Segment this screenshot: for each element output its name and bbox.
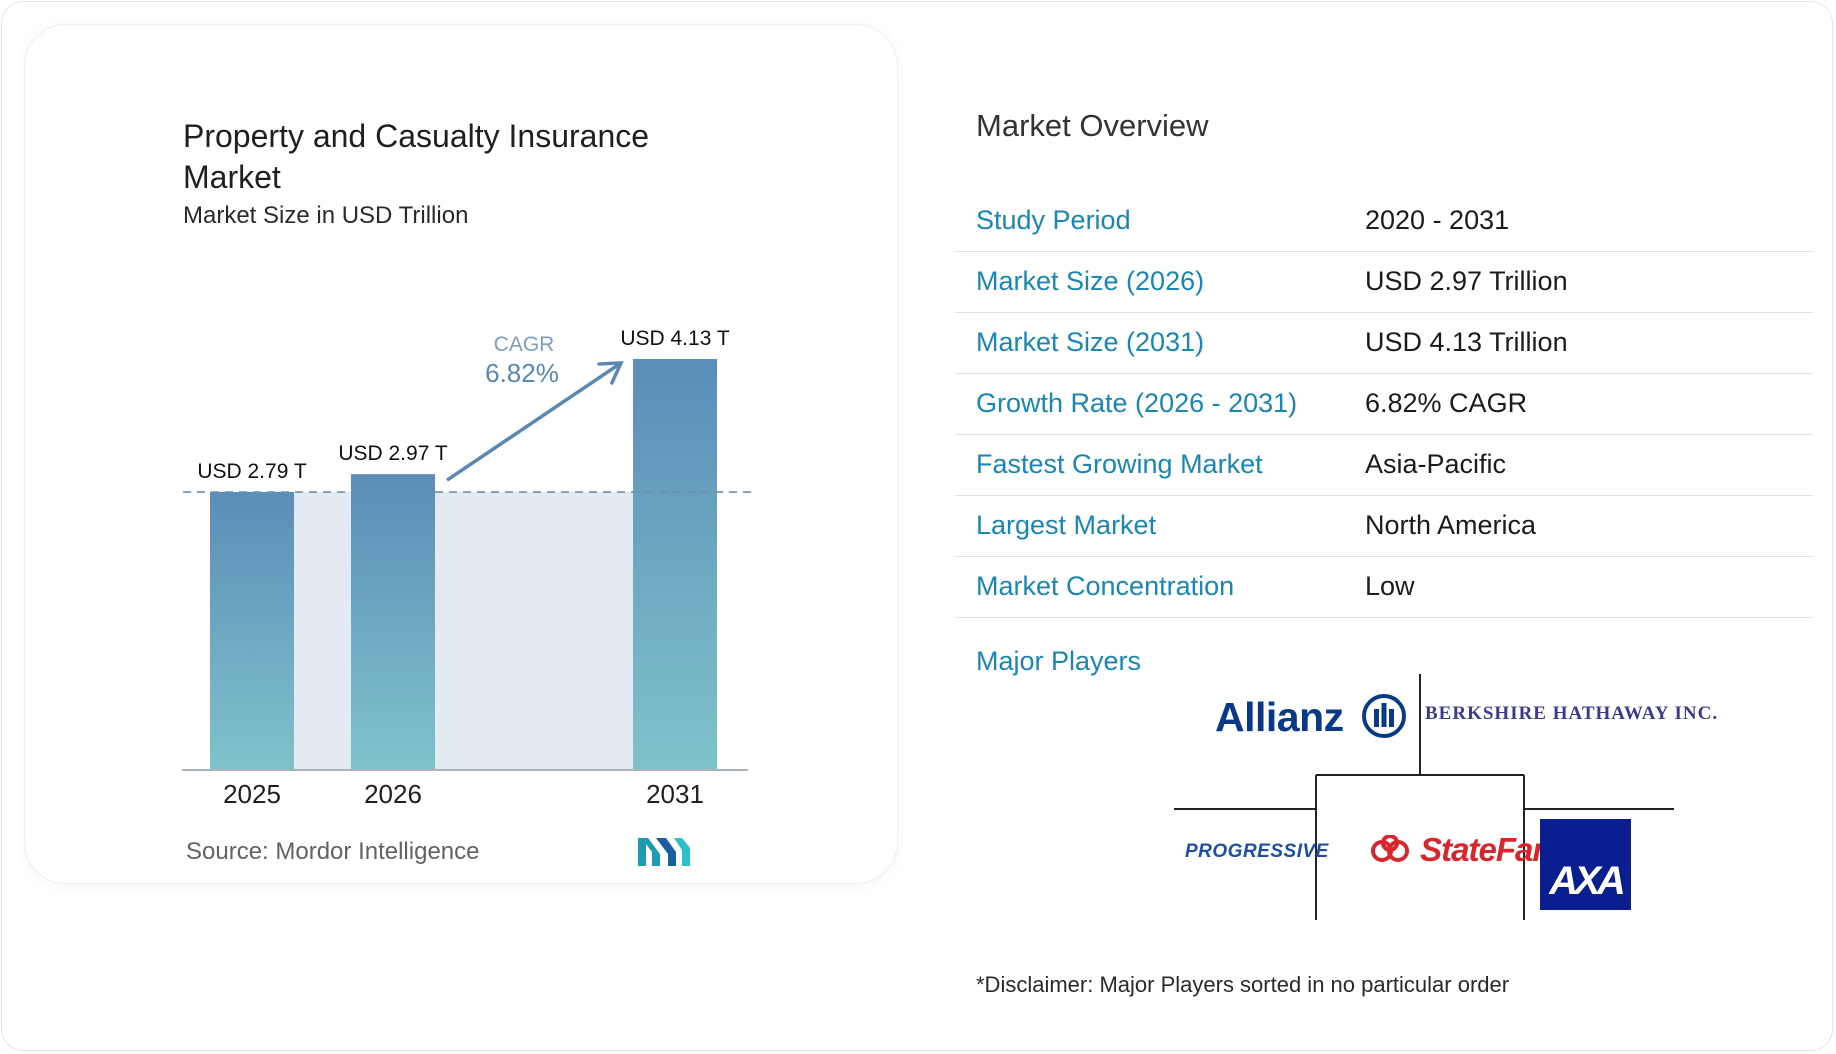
row-value: North America xyxy=(1365,510,1537,540)
row-value: 6.82% CAGR xyxy=(1365,388,1528,418)
cagr-arrow-line xyxy=(446,361,622,482)
row-label: Market Concentration xyxy=(976,571,1235,601)
allianz-logo: Allianz xyxy=(1215,693,1407,741)
overview-title: Market Overview xyxy=(976,108,1209,143)
row-label: Market Size (2026) xyxy=(976,266,1205,296)
row-value: Asia-Pacific xyxy=(1365,449,1507,479)
axa-logo: AXA xyxy=(1540,819,1631,910)
x-tick-label-2026: 2026 xyxy=(364,779,422,809)
cagr-value: 6.82% xyxy=(485,358,559,388)
row-label: Growth Rate (2026 - 2031) xyxy=(976,388,1298,418)
row-label: Market Size (2031) xyxy=(976,327,1205,357)
row-value: Low xyxy=(1365,571,1415,601)
row-label: Largest Market xyxy=(976,510,1157,540)
bar-chart: USD 2.79 T USD 2.97 T USD 4.13 T 2025 2026 20… xyxy=(182,327,752,809)
data-label-2031: USD 4.13 T xyxy=(620,327,729,350)
source-note: Source: Mordor Intelligence xyxy=(186,838,480,865)
overview-row-market-size-2031: Market Size (2031) USD 4.13 Trillion xyxy=(955,313,1813,374)
overview-row-fastest-growing: Fastest Growing Market Asia-Pacific xyxy=(955,435,1813,496)
data-label-2025: USD 2.79 T xyxy=(197,460,306,483)
row-value: USD 4.13 Trillion xyxy=(1365,327,1568,357)
bar-2025 xyxy=(210,492,294,769)
overview-table: Study Period 2020 - 2031 Market Size (20… xyxy=(955,191,1813,618)
x-tick-label-2025: 2025 xyxy=(223,779,281,809)
mordor-logo-icon xyxy=(638,838,690,866)
allianz-name: Allianz xyxy=(1215,694,1344,740)
x-tick-label-2031: 2031 xyxy=(646,779,704,809)
overview-row-study-period: Study Period 2020 - 2031 xyxy=(955,191,1813,252)
berkshire-hathaway-logo: BERKSHIRE HATHAWAY INC. xyxy=(1425,703,1719,724)
chart-subtitle: Market Size in USD Trillion xyxy=(183,202,469,229)
overview-row-market-size-2026: Market Size (2026) USD 2.97 Trillion xyxy=(955,252,1813,313)
statefarm-rings-icon xyxy=(1371,834,1409,862)
overview-row-growth-rate: Growth Rate (2026 - 2031) 6.82% CAGR xyxy=(955,374,1813,435)
disclaimer-note: *Disclaimer: Major Players sorted in no … xyxy=(976,972,1510,997)
bar-2026 xyxy=(351,474,435,769)
row-value: USD 2.97 Trillion xyxy=(1365,266,1568,296)
cagr-label: CAGR xyxy=(494,333,555,356)
data-label-2026: USD 2.97 T xyxy=(338,442,447,465)
baseline-band xyxy=(210,492,717,769)
chart-title: Property and Casualty Insurance Market xyxy=(183,118,650,195)
cagr-arrow-head xyxy=(597,361,624,385)
row-value: 2020 - 2031 xyxy=(1365,205,1510,235)
major-players-label: Major Players xyxy=(976,646,1142,676)
overview-row-largest-market: Largest Market North America xyxy=(955,496,1813,557)
bar-2031 xyxy=(633,359,717,769)
row-label: Study Period xyxy=(976,205,1131,235)
overview-row-concentration: Market Concentration Low xyxy=(955,557,1813,618)
row-label: Fastest Growing Market xyxy=(976,449,1263,479)
progressive-logo: PROGRESSIVE xyxy=(1185,841,1329,862)
allianz-eagle-icon xyxy=(1361,694,1406,738)
